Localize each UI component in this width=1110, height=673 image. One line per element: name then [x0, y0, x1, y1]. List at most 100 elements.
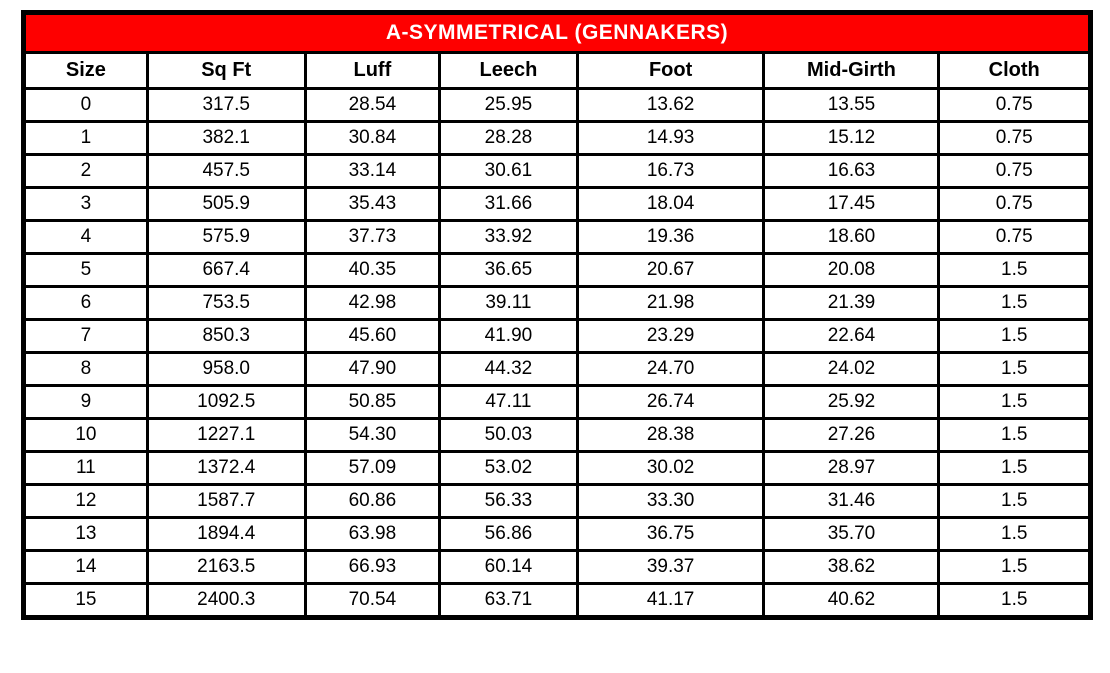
cell: 60.14	[438, 549, 579, 585]
cell: 1.5	[937, 351, 1092, 387]
column-header-cloth: Cloth	[937, 51, 1092, 90]
cell: 2400.3	[145, 582, 307, 619]
cell: 56.33	[438, 483, 579, 519]
cell: 4	[22, 219, 149, 255]
cell: 36.65	[438, 252, 579, 288]
cell: 8	[22, 351, 149, 387]
cell: 42.98	[303, 285, 442, 321]
cell: 0	[22, 87, 149, 123]
column-header-luff: Luff	[303, 51, 442, 90]
cell: 41.17	[575, 582, 766, 619]
cell: 13.62	[575, 87, 766, 123]
cell: 20.67	[575, 252, 766, 288]
title-row: A-SYMMETRICAL (GENNAKERS)	[22, 11, 1092, 54]
cell: 28.38	[575, 417, 766, 453]
table-row: 3 505.9 35.43 31.66 18.04 17.45 0.75	[22, 186, 1092, 222]
cell: 25.95	[438, 87, 579, 123]
column-header-foot: Foot	[575, 51, 766, 90]
table-title: A-SYMMETRICAL (GENNAKERS)	[22, 11, 1092, 54]
cell: 753.5	[145, 285, 307, 321]
column-header-size: Size	[22, 51, 149, 90]
cell: 39.37	[575, 549, 766, 585]
cell: 11	[22, 450, 149, 486]
cell: 50.03	[438, 417, 579, 453]
cell: 382.1	[145, 120, 307, 156]
cell: 36.75	[575, 516, 766, 552]
cell: 15	[22, 582, 149, 619]
cell: 9	[22, 384, 149, 420]
cell: 457.5	[145, 153, 307, 189]
cell: 70.54	[303, 582, 442, 619]
cell: 44.32	[438, 351, 579, 387]
cell: 30.84	[303, 120, 442, 156]
cell: 27.26	[762, 417, 941, 453]
cell: 18.60	[762, 219, 941, 255]
cell: 28.97	[762, 450, 941, 486]
cell: 66.93	[303, 549, 442, 585]
cell: 12	[22, 483, 149, 519]
cell: 1.5	[937, 483, 1092, 519]
table-row: 2 457.5 33.14 30.61 16.73 16.63 0.75	[22, 153, 1092, 189]
column-header-mid-girth: Mid-Girth	[762, 51, 941, 90]
table-row: 9 1092.5 50.85 47.11 26.74 25.92 1.5	[22, 384, 1092, 420]
cell: 2	[22, 153, 149, 189]
cell: 0.75	[937, 219, 1092, 255]
cell: 958.0	[145, 351, 307, 387]
cell: 317.5	[145, 87, 307, 123]
column-header-leech: Leech	[438, 51, 579, 90]
cell: 39.11	[438, 285, 579, 321]
cell: 56.86	[438, 516, 579, 552]
cell: 1.5	[937, 285, 1092, 321]
cell: 24.02	[762, 351, 941, 387]
cell: 7	[22, 318, 149, 354]
cell: 1372.4	[145, 450, 307, 486]
cell: 47.11	[438, 384, 579, 420]
cell: 35.43	[303, 186, 442, 222]
table-row: 7 850.3 45.60 41.90 23.29 22.64 1.5	[22, 318, 1092, 354]
table-row: 15 2400.3 70.54 63.71 41.17 40.62 1.5	[22, 582, 1092, 619]
table-row: 11 1372.4 57.09 53.02 30.02 28.97 1.5	[22, 450, 1092, 486]
table-row: 10 1227.1 54.30 50.03 28.38 27.26 1.5	[22, 417, 1092, 453]
table-row: 12 1587.7 60.86 56.33 33.30 31.46 1.5	[22, 483, 1092, 519]
cell: 35.70	[762, 516, 941, 552]
cell: 1	[22, 120, 149, 156]
cell: 1.5	[937, 384, 1092, 420]
cell: 24.70	[575, 351, 766, 387]
cell: 1.5	[937, 450, 1092, 486]
cell: 45.60	[303, 318, 442, 354]
cell: 575.9	[145, 219, 307, 255]
table-row: 5 667.4 40.35 36.65 20.67 20.08 1.5	[22, 252, 1092, 288]
cell: 1227.1	[145, 417, 307, 453]
cell: 33.14	[303, 153, 442, 189]
cell: 1.5	[937, 318, 1092, 354]
cell: 28.28	[438, 120, 579, 156]
cell: 1.5	[937, 417, 1092, 453]
cell: 41.90	[438, 318, 579, 354]
cell: 850.3	[145, 318, 307, 354]
table-row: 0 317.5 28.54 25.95 13.62 13.55 0.75	[22, 87, 1092, 123]
cell: 40.35	[303, 252, 442, 288]
cell: 6	[22, 285, 149, 321]
table-row: 14 2163.5 66.93 60.14 39.37 38.62 1.5	[22, 549, 1092, 585]
cell: 57.09	[303, 450, 442, 486]
cell: 16.63	[762, 153, 941, 189]
cell: 30.02	[575, 450, 766, 486]
cell: 31.46	[762, 483, 941, 519]
cell: 2163.5	[145, 549, 307, 585]
cell: 22.64	[762, 318, 941, 354]
cell: 667.4	[145, 252, 307, 288]
column-header-sq-ft: Sq Ft	[145, 51, 307, 90]
cell: 26.74	[575, 384, 766, 420]
cell: 23.29	[575, 318, 766, 354]
cell: 47.90	[303, 351, 442, 387]
cell: 33.92	[438, 219, 579, 255]
cell: 19.36	[575, 219, 766, 255]
cell: 63.71	[438, 582, 579, 619]
table-row: 8 958.0 47.90 44.32 24.70 24.02 1.5	[22, 351, 1092, 387]
cell: 31.66	[438, 186, 579, 222]
cell: 20.08	[762, 252, 941, 288]
cell: 0.75	[937, 153, 1092, 189]
cell: 37.73	[303, 219, 442, 255]
cell: 1.5	[937, 252, 1092, 288]
cell: 1.5	[937, 516, 1092, 552]
